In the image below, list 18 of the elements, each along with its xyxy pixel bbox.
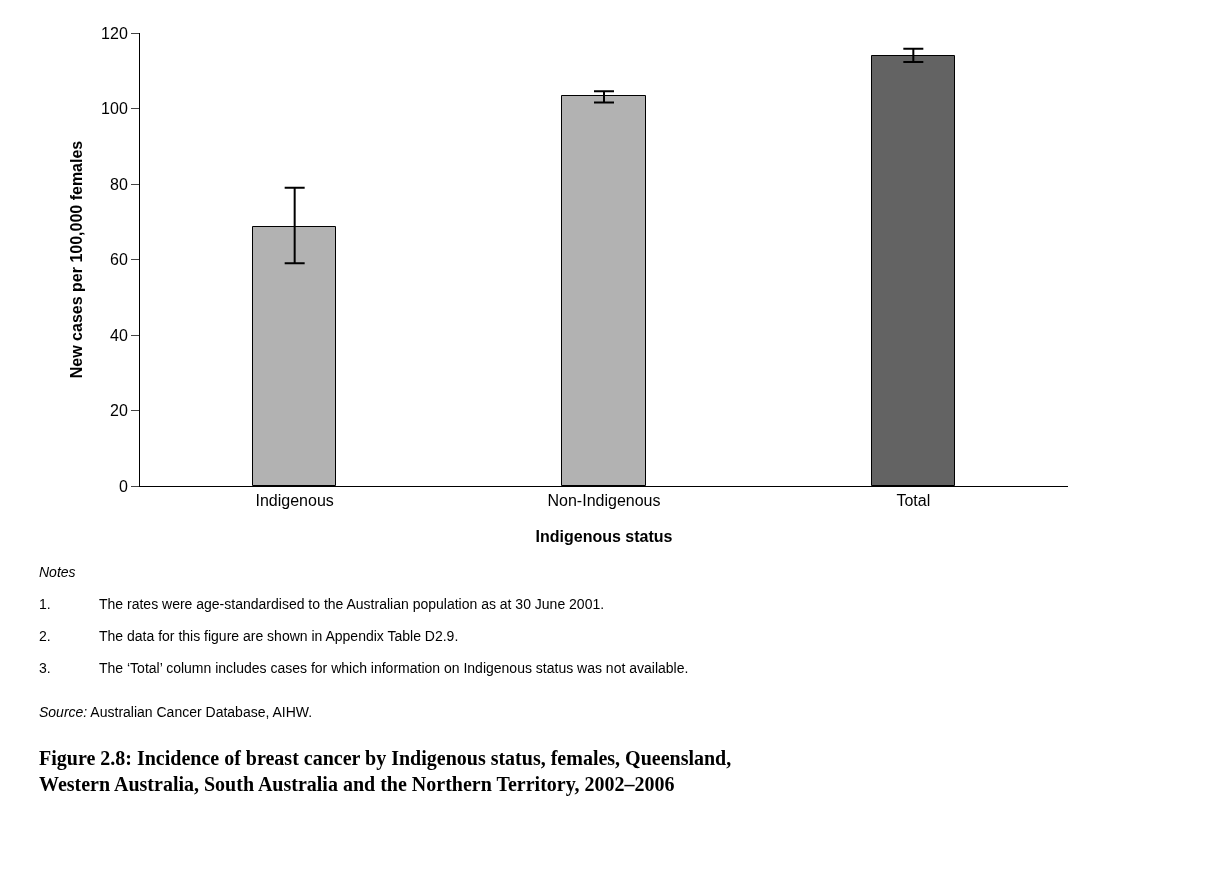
text: 2. The data for this figure are shown in Appendix Table D2.9. xyxy=(39,628,459,644)
y-tick-label: 80 xyxy=(110,175,128,193)
y-tick-label: 60 xyxy=(110,251,128,269)
y-tick-label: 20 xyxy=(110,402,128,420)
x-tick-label: Total xyxy=(896,492,931,510)
text: 1. The rates were age-standardised to the Australian population as at 30 June 2001. xyxy=(39,596,605,612)
x-tick-label: Non-Indigenous xyxy=(547,492,661,510)
x-tick-label: Indigenous xyxy=(255,492,334,510)
text: Notes xyxy=(39,564,76,580)
y-axis-title: New cases per 100,000 females xyxy=(68,140,85,379)
y-tick-label: 0 xyxy=(118,477,128,495)
x-axis-title: Indigenous status xyxy=(535,527,673,545)
y-tick-label: 40 xyxy=(110,326,128,344)
y-tick-label: 120 xyxy=(101,24,128,42)
source-note: Source: Australian Cancer Database, AIHW. xyxy=(39,704,313,720)
y-tick-label: 100 xyxy=(101,100,128,118)
text: Figure 2.8: Incidence of breast cancer by Indigenous status, females, Queensland, Western Australia, South Australia and the Northern Territory, 2002–2006 xyxy=(39,747,732,796)
text: 3. The ‘Total’ column includes cases for which information on Indigenous status was not available. xyxy=(39,660,689,676)
